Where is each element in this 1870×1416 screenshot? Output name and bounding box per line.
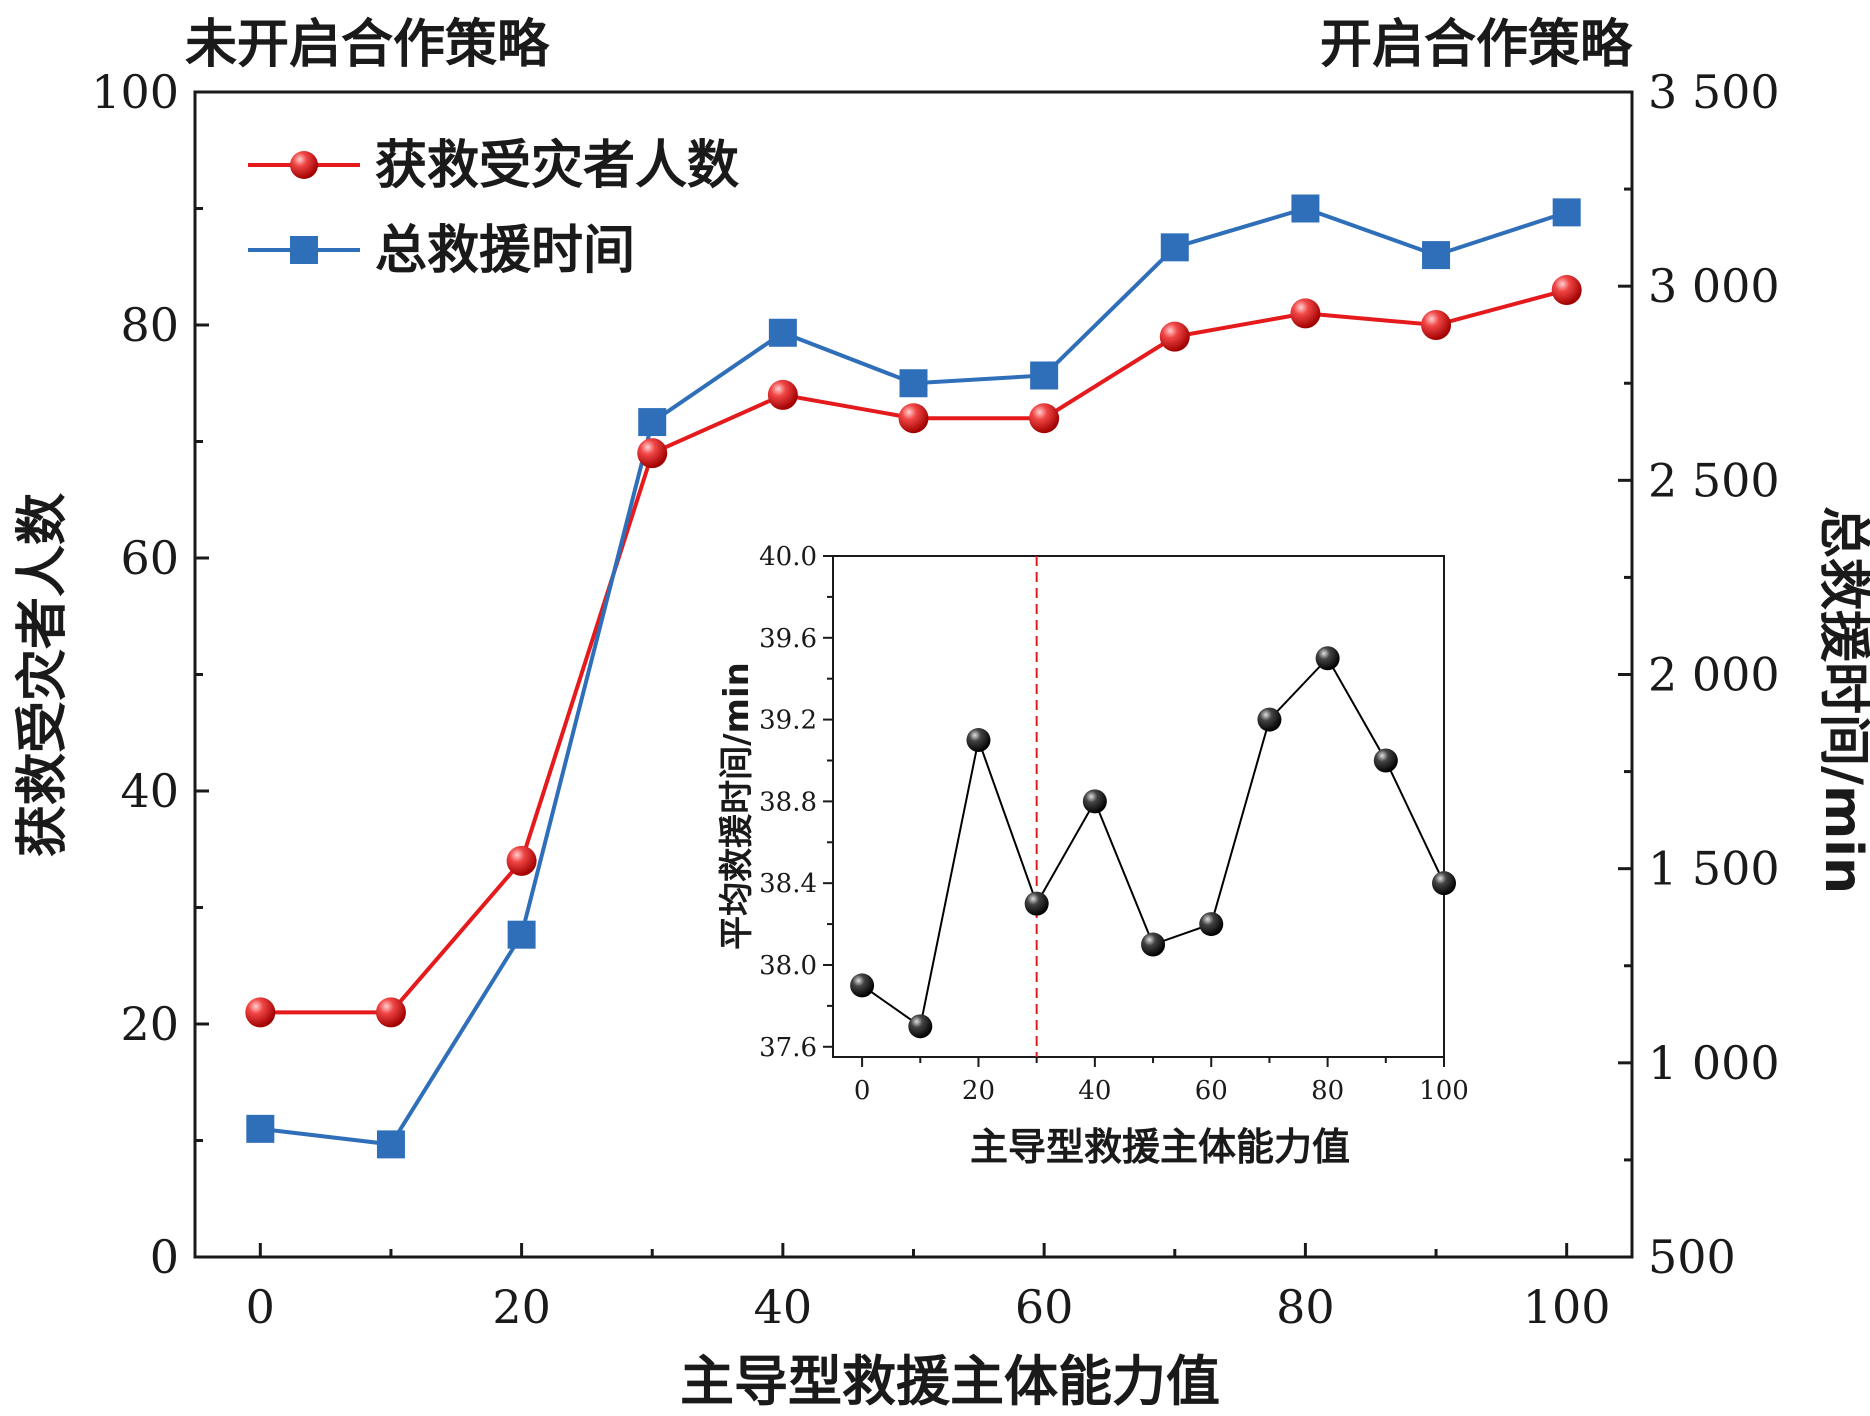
series-0-point-8 [1290, 298, 1321, 329]
series-0-point-2 [506, 845, 537, 876]
y2-axis-title: 总救援时间/min [1813, 506, 1870, 894]
legend-label-red: 获救受灾者人数 [375, 136, 739, 196]
series-0-point-0 [245, 997, 276, 1028]
series-0-point-6 [1029, 403, 1060, 434]
inset-series-0-point-0 [850, 973, 875, 998]
series-0-point-3 [637, 438, 668, 469]
inset-y-tick-label-1: 38.0 [759, 951, 817, 981]
series-0-point-10 [1551, 275, 1582, 306]
inset-series-0-point-7 [1257, 707, 1282, 732]
series-0-point-7 [1159, 321, 1190, 352]
inset-y-tick-label-6: 40.0 [759, 542, 817, 572]
inset-series-0-point-9 [1373, 748, 1398, 773]
inset-series-0-point-3 [1024, 891, 1049, 916]
x-tick-label-1: 20 [492, 1280, 551, 1334]
inset-series-0-point-10 [1432, 871, 1456, 896]
inset-x-tick-label-1: 20 [962, 1076, 995, 1106]
x-tick-label-3: 60 [1015, 1280, 1074, 1334]
inset-axes: 0 20 40 60 80 100 37.6 38.0 38.4 38.8 39.2 39.6 40.0 [759, 542, 1469, 1106]
series-0-point-4 [767, 379, 798, 410]
legend: 获救受灾者人数 总救援时间 [248, 136, 739, 281]
y2-tick-label-4: 2 500 [1648, 453, 1780, 507]
inset-x-tick-label-3: 60 [1195, 1076, 1228, 1106]
series-1-point-8 [1291, 194, 1320, 223]
annotation-right: 开启合作策略 [1320, 15, 1633, 75]
y-tick-label-5: 100 [91, 65, 179, 119]
inset-series-0-point-6 [1199, 912, 1224, 937]
y2-tick-label-2: 1 500 [1648, 842, 1780, 896]
x-tick-label-0: 0 [246, 1280, 275, 1334]
series-0-point-5 [898, 403, 929, 434]
y2-tick-label-3: 2 000 [1648, 648, 1780, 702]
y2-tick-label-6: 3 500 [1648, 65, 1780, 119]
series-1-point-0 [246, 1114, 275, 1143]
x-tick-label-5: 100 [1523, 1280, 1611, 1334]
inset-series-0-point-2 [966, 728, 991, 753]
series-0-point-1 [375, 997, 406, 1028]
y-tick-label-3: 60 [120, 531, 179, 585]
x-tick-label-2: 40 [754, 1280, 813, 1334]
y2-tick-label-5: 3 000 [1648, 259, 1780, 313]
series-1-point-4 [768, 318, 797, 347]
inset-x-tick-label-2: 40 [1078, 1076, 1111, 1106]
inset-y-tick-label-0: 37.6 [759, 1033, 817, 1063]
y-axis-title: 获救受灾者人数 [13, 493, 73, 857]
inset-y-tick-label-2: 38.4 [759, 869, 817, 899]
y-tick-label-4: 80 [120, 298, 179, 352]
series-1-point-7 [1160, 233, 1189, 262]
y2-tick-label-1: 1 000 [1648, 1036, 1780, 1090]
inset-x-axis-title: 主导型救援主体能力值 [970, 1125, 1350, 1169]
inset-x-tick-label-4: 80 [1311, 1076, 1344, 1106]
inset-series-0-point-8 [1315, 646, 1340, 671]
inset-chart: 0 20 40 60 80 100 37.6 38.0 38.4 38.8 39.2 39.6 40.0… [717, 542, 1469, 1169]
inset-x-tick-label-5: 100 [1419, 1076, 1469, 1106]
legend-marker-blue [290, 236, 318, 264]
y-tick-label-0: 0 [150, 1230, 179, 1284]
main-series [245, 194, 1582, 1159]
series-1-point-6 [1030, 361, 1059, 390]
inset-series [850, 646, 1456, 1039]
annotation-left: 未开启合作策略 [185, 15, 550, 75]
inset-y-tick-label-5: 39.6 [759, 624, 817, 654]
x-tick-label-4: 80 [1276, 1280, 1335, 1334]
y-tick-label-1: 20 [120, 997, 179, 1051]
main-axes: 0 20 40 60 80 100 0 20 40 60 80 100 500 1 000 1 500 2 0… [91, 65, 1780, 1334]
inset-series-0-point-1 [908, 1014, 933, 1039]
series-0-point-9 [1421, 310, 1452, 340]
inset-series-0-point-5 [1141, 932, 1166, 957]
y2-tick-label-0: 500 [1648, 1230, 1736, 1284]
series-1-point-10 [1552, 198, 1581, 227]
inset-x-tick-label-0: 0 [854, 1076, 871, 1106]
y-tick-label-2: 40 [120, 764, 179, 818]
inset-plot-frame [832, 555, 1445, 1058]
x-axis-title: 主导型救援主体能力值 [680, 1350, 1220, 1411]
inset-series-0-point-4 [1082, 789, 1107, 814]
series-1-point-2 [507, 920, 536, 949]
series-1-point-5 [899, 369, 928, 398]
legend-label-blue: 总救援时间 [375, 221, 635, 281]
inset-y-tick-label-3: 38.8 [759, 787, 817, 817]
legend-marker-red [290, 151, 318, 179]
series-1-point-3 [638, 408, 667, 437]
series-1-point-1 [376, 1130, 405, 1159]
inset-y-axis-title: 平均救援时间/min [717, 662, 757, 950]
inset-y-tick-label-4: 39.2 [759, 706, 817, 736]
series-1-point-9 [1422, 241, 1451, 270]
